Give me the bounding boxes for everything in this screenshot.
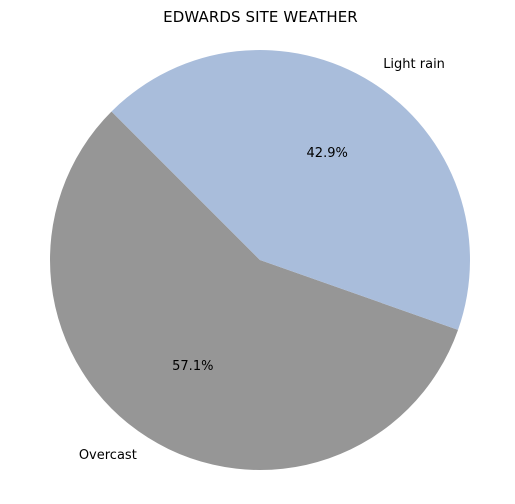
slice-percent-light-rain: 42.9% <box>307 146 348 161</box>
slice-label-light-rain: Light rain <box>383 57 445 72</box>
pie-slice-light-rain <box>111 50 470 330</box>
pie-labels: Overcast 57.1% Light rain 42.9% <box>79 57 445 463</box>
pie-slices <box>49 50 470 471</box>
chart-title: EDWARDS SITE WEATHER <box>163 8 358 26</box>
slice-percent-overcast: 57.1% <box>172 359 213 374</box>
slice-label-overcast: Overcast <box>79 448 137 463</box>
pie-slice-overcast <box>49 111 459 471</box>
